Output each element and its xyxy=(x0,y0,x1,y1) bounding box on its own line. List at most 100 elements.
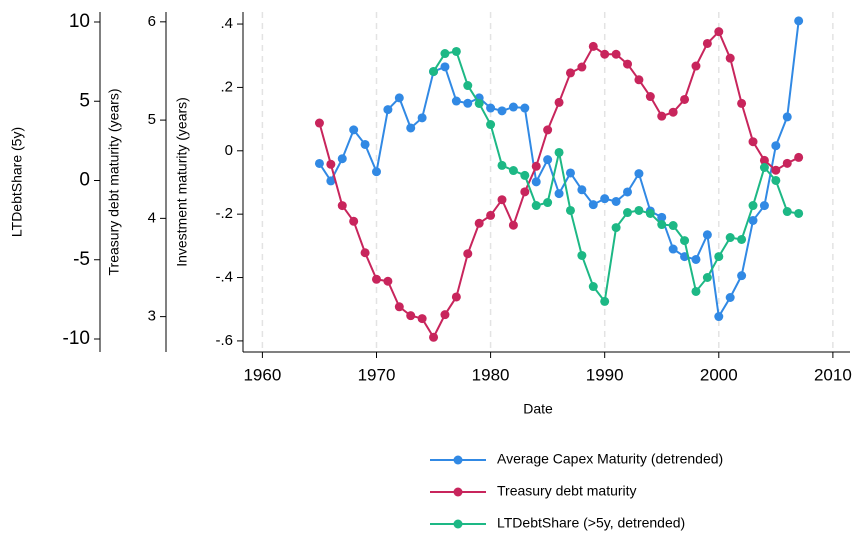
series-point xyxy=(611,196,621,206)
series-point xyxy=(702,38,712,48)
series-point xyxy=(497,160,507,170)
y-tick-label: .2 xyxy=(220,78,233,95)
series-point xyxy=(634,205,644,215)
series-point xyxy=(394,302,404,312)
series-point xyxy=(668,244,678,254)
series-point xyxy=(611,223,621,233)
series-point xyxy=(714,252,724,262)
series-point xyxy=(463,98,473,108)
series-point xyxy=(543,125,553,135)
series-point xyxy=(748,137,758,147)
y3-axis-label: LTDebtShare (5y) xyxy=(9,127,25,237)
series-point xyxy=(463,249,473,259)
series-point xyxy=(394,93,404,103)
series-point xyxy=(565,205,575,215)
x-tick-label: 1970 xyxy=(358,365,396,384)
y-tick-label: -.4 xyxy=(215,269,233,286)
series-point xyxy=(474,98,484,108)
series-point xyxy=(360,248,370,258)
series-point xyxy=(645,92,655,102)
series-point xyxy=(771,141,781,151)
series-point xyxy=(406,123,416,133)
series-point xyxy=(554,147,564,157)
y-tick-label: -.6 xyxy=(215,332,233,349)
series-point xyxy=(383,276,393,286)
series-point xyxy=(486,103,496,113)
series-point xyxy=(611,49,621,59)
series-point xyxy=(782,112,792,122)
series-point xyxy=(737,98,747,108)
series-point xyxy=(508,102,518,112)
series-point xyxy=(508,220,518,230)
legend-label: Average Capex Maturity (detrended) xyxy=(497,451,723,467)
legend-label: Treasury debt maturity xyxy=(497,483,637,499)
series-point xyxy=(600,49,610,59)
series-point xyxy=(725,53,735,63)
series-point xyxy=(360,139,370,149)
series-point xyxy=(691,286,701,296)
series-point xyxy=(349,125,359,135)
series-point xyxy=(657,220,667,230)
series-point xyxy=(337,154,347,164)
series-point xyxy=(691,254,701,264)
series-point xyxy=(577,185,587,195)
series-point xyxy=(623,208,633,218)
series-point xyxy=(748,201,758,211)
series-point xyxy=(543,198,553,208)
series-point xyxy=(520,187,530,197)
series-point xyxy=(771,165,781,175)
series-point xyxy=(474,218,484,228)
series-point xyxy=(737,271,747,281)
legend-label: LTDebtShare (>5y, detrended) xyxy=(497,515,685,531)
series-point xyxy=(759,155,769,165)
series-line xyxy=(318,20,800,320)
series-point xyxy=(337,201,347,211)
series-point xyxy=(782,158,792,168)
series-point xyxy=(429,66,439,76)
series-point xyxy=(371,167,381,177)
x-tick-label: 1960 xyxy=(243,365,281,384)
series-point xyxy=(314,158,324,168)
series-point xyxy=(714,312,724,322)
series-point xyxy=(497,106,507,116)
series-point xyxy=(577,62,587,72)
legend-marker xyxy=(453,487,463,497)
x-axis-label: Date xyxy=(523,401,553,417)
series-point xyxy=(657,212,667,222)
series-point xyxy=(691,61,701,71)
series-point xyxy=(623,59,633,69)
series-point xyxy=(486,120,496,130)
series-point xyxy=(668,221,678,231)
y2-tick-label: 6 xyxy=(148,13,156,30)
series-point xyxy=(600,296,610,306)
series-point xyxy=(314,118,324,128)
series-point xyxy=(794,16,804,26)
y-tick-label: -.2 xyxy=(215,205,233,222)
series-point xyxy=(600,194,610,204)
y2-axis-label: Treasury debt maturity (years) xyxy=(106,89,122,276)
series-point xyxy=(486,210,496,220)
y-axis-label: Investment maturity (years) xyxy=(174,97,190,267)
legend-marker xyxy=(453,455,463,465)
series-point xyxy=(520,170,530,180)
series-point xyxy=(554,189,564,199)
series-point xyxy=(349,216,359,226)
x-tick-label: 1980 xyxy=(472,365,510,384)
series-point xyxy=(794,152,804,162)
series-point xyxy=(326,159,336,169)
series-point xyxy=(680,94,690,104)
series-point xyxy=(543,155,553,165)
series-point xyxy=(463,81,473,91)
series-point xyxy=(440,49,450,59)
series-point xyxy=(508,166,518,176)
series-point xyxy=(406,311,416,321)
series-point xyxy=(623,187,633,197)
series-point xyxy=(531,161,541,171)
series-point xyxy=(794,208,804,218)
series-point xyxy=(748,215,758,225)
series-point xyxy=(451,292,461,302)
series-point xyxy=(451,46,461,56)
series-point xyxy=(440,62,450,72)
